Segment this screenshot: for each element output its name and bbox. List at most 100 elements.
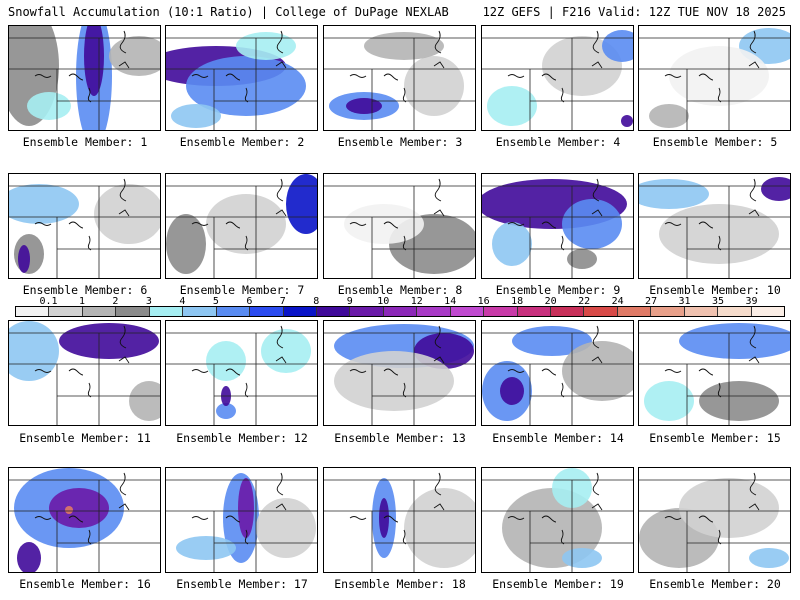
ensemble-member-map [323,467,476,573]
colorbar-labels: 0.1 1 2 3 4 5 6 7 8 9 10 12 14 16 18 20 22 24 27 31 35 39 [0,296,800,308]
terrain-outline [87,235,92,251]
terrain-outline [748,209,760,217]
terrain-outline [592,472,600,496]
snowfall-map [166,468,317,572]
terrain-outline [434,30,442,54]
terrain-outline [748,356,760,364]
colorbar-swatch [450,307,485,316]
snowfall-shading [567,249,597,269]
snowfall-shading [621,115,633,127]
snowfall-shading [502,488,602,568]
snowfall-shading [749,548,789,568]
terrain-outline [349,74,367,78]
ensemble-member-map [323,173,476,279]
ensemble-member-map [8,320,161,426]
colorbar-tick-label: 7 [279,296,286,307]
snowfall-shading [27,92,71,120]
terrain-outline [225,515,241,523]
ensemble-member-map [481,25,634,131]
colorbar-swatch [316,307,351,316]
terrain-outline [541,73,557,81]
colorbar-tick-label: 22 [578,296,591,307]
terrain-outline [118,61,130,69]
snowfall-shading [492,222,532,266]
snowfall-shading [404,56,464,116]
colorbar-tick-label: 39 [745,296,758,307]
terrain-outline [664,222,682,226]
terrain-outline [664,369,682,373]
terrain-outline [119,325,127,349]
snowfall-map [166,26,317,130]
terrain-outline [244,382,249,398]
colorbar-swatch [584,307,618,316]
snowfall-shading [65,506,73,514]
colorbar-swatch [283,307,317,316]
terrain-outline [749,30,757,54]
terrain-outline [276,472,284,496]
terrain-outline [560,235,565,251]
snowfall-map [166,321,317,425]
snowfall-shading [94,184,160,244]
terrain-outline [591,61,603,69]
terrain-outline [118,503,130,511]
terrain-outline [560,87,565,103]
terrain-outline [275,503,287,511]
snowfall-shading [109,36,160,76]
colorbar-swatch [216,307,251,316]
ensemble-member-map [481,173,634,279]
terrain-outline [434,472,442,496]
ensemble-member-map [323,25,476,131]
colorbar-tick-label: 18 [511,296,524,307]
terrain-outline [591,356,603,364]
ensemble-member-label: Ensemble Member: 19 [492,577,624,591]
snowfall-map [324,468,475,572]
ensemble-member-map [165,467,318,573]
terrain-outline [434,178,442,202]
colorbar-tick-label: 35 [712,296,725,307]
colorbar-tick-label: 10 [377,296,390,307]
snowfall-shading [9,184,79,224]
colorbar-swatch [49,307,83,316]
snowfall-shading [542,36,622,96]
ensemble-member-map [8,467,161,573]
snowfall-shading [238,478,254,538]
colorbar-swatch [551,307,585,316]
run-valid-time: 12Z GEFS | F216 Valid: 12Z TUE NOV 18 20… [482,5,786,19]
snowfall-shading [166,214,206,274]
terrain-outline [749,325,757,349]
terrain-outline [591,209,603,217]
snowfall-shading [216,403,236,419]
snowfall-map [639,26,790,130]
terrain-outline [698,368,714,376]
colorbar-tick-label: 8 [313,296,320,307]
ensemble-member-label: Ensemble Member: 10 [649,283,781,297]
colorbar-swatch [16,307,50,316]
snowfall-shading [256,498,316,558]
terrain-outline [507,222,525,226]
colorbar-tick-label: 16 [477,296,490,307]
colorbar-swatch [751,307,785,316]
terrain-outline [433,356,445,364]
colorbar-tick-label: 5 [212,296,219,307]
ensemble-member-label: Ensemble Member: 3 [337,135,463,149]
snowfall-shading [206,341,246,381]
snowfall-shading [562,199,622,249]
colorbar-swatch [417,307,451,316]
terrain-outline [592,178,600,202]
terrain-outline [275,356,287,364]
terrain-outline [87,529,92,545]
colorbar-tick-label: 0.1 [39,296,58,307]
colorbar-swatch [617,307,652,316]
snowfall-shading [49,488,109,528]
terrain-outline [68,221,84,229]
terrain-outline [560,382,565,398]
terrain-outline [433,503,445,511]
colorbar-swatch [149,307,184,316]
ensemble-member-label: Ensemble Member: 9 [495,283,621,297]
colorbar-swatch [383,307,418,316]
colorbar-swatch [350,307,384,316]
ensemble-member-map [638,467,791,573]
snowfall-shading [649,104,689,128]
ensemble-member-label: Ensemble Member: 15 [649,431,781,445]
colorbar-tick-label: 20 [544,296,557,307]
